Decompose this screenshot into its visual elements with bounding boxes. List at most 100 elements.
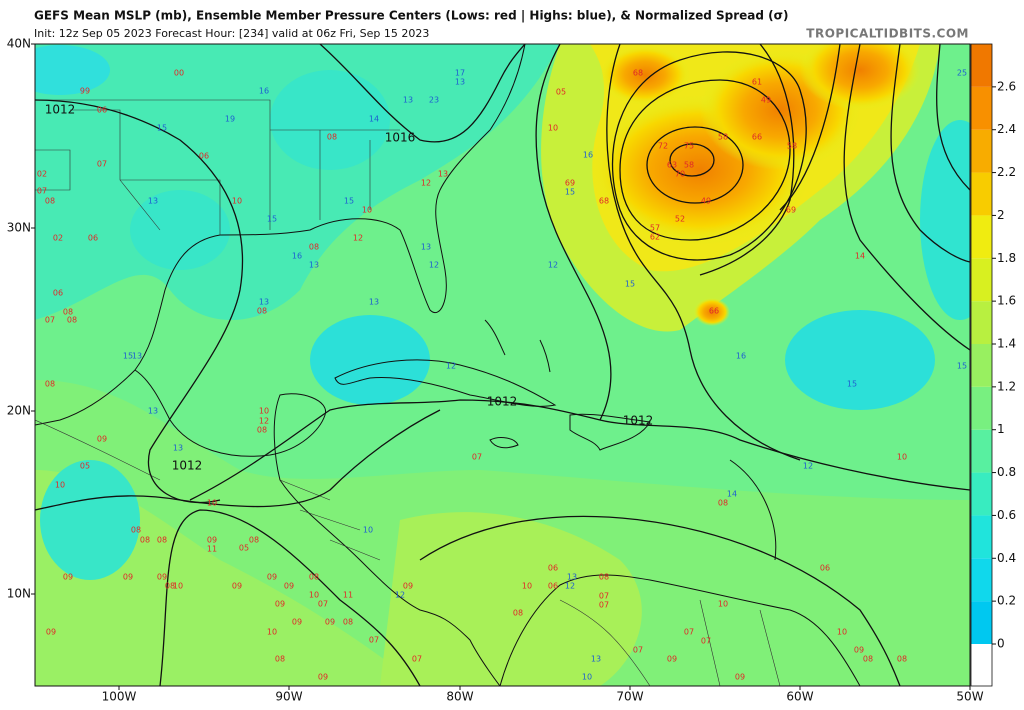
colorbar-tick-label: 2.6 xyxy=(997,79,1016,93)
high-center: 15 xyxy=(123,352,133,361)
colorbar-segment xyxy=(971,429,992,473)
colorbar-tick-label: 1.8 xyxy=(997,251,1016,265)
high-center: 13 xyxy=(403,96,413,105)
high-center: 13 xyxy=(567,573,577,582)
low-center: 05 xyxy=(556,88,566,97)
high-center: 12 xyxy=(548,261,558,270)
low-center: 09 xyxy=(157,573,167,582)
low-center: 10 xyxy=(718,600,728,609)
high-center: 16 xyxy=(292,252,302,261)
colorbar-tick-label: 1.4 xyxy=(997,337,1016,351)
lon-label: 90W xyxy=(275,690,302,704)
high-center: 13 xyxy=(148,197,158,206)
colorbar-below xyxy=(971,644,992,686)
isobar-label: 1012 xyxy=(45,103,76,117)
low-center: 08 xyxy=(897,655,907,664)
low-center: 68 xyxy=(633,69,643,78)
low-center: 08 xyxy=(67,316,77,325)
lon-label: 100W xyxy=(102,690,137,704)
lat-label: 20N xyxy=(7,404,31,418)
colorbar-tick-label: 2.2 xyxy=(997,165,1016,179)
low-center: 69 xyxy=(565,179,575,188)
low-center: 06 xyxy=(548,564,558,573)
low-center: 08 xyxy=(45,380,55,389)
colorbar-tick-label: 0.4 xyxy=(997,551,1016,565)
lat-label: 40N xyxy=(7,37,31,51)
low-center: 08 xyxy=(343,618,353,627)
map-frame xyxy=(34,43,971,687)
high-center: 13 xyxy=(259,298,269,307)
high-center: 19 xyxy=(225,115,235,124)
low-center: 08 xyxy=(275,655,285,664)
low-center: 08 xyxy=(309,573,319,582)
colorbar-tick-label: 2.4 xyxy=(997,122,1016,136)
high-center: 15 xyxy=(957,362,967,371)
low-center: 75 xyxy=(684,142,694,151)
high-center: 10 xyxy=(582,673,592,682)
low-center: 12 xyxy=(259,417,269,426)
low-center: 11 xyxy=(207,545,217,554)
lon-label: 60W xyxy=(786,690,813,704)
high-center: 15 xyxy=(625,280,635,289)
low-center: 09 xyxy=(97,435,107,444)
isobar-label: 1012 xyxy=(623,414,654,428)
low-center: 10 xyxy=(522,582,532,591)
colorbar-tick-label: 0.6 xyxy=(997,508,1016,522)
high-center: 23 xyxy=(429,96,439,105)
low-center: 09 xyxy=(46,628,56,637)
low-center: 66 xyxy=(752,133,762,142)
lat-label: 10N xyxy=(7,587,31,601)
high-center: 15 xyxy=(847,380,857,389)
high-center: 12 xyxy=(803,462,813,471)
high-center: 13 xyxy=(173,444,183,453)
low-center: 00 xyxy=(174,69,184,78)
high-center: 14 xyxy=(727,490,737,499)
low-center: 72 xyxy=(658,142,668,151)
colorbar-segment xyxy=(971,172,992,216)
low-center: 07 xyxy=(684,628,694,637)
low-center: 62 xyxy=(650,233,660,242)
low-center: 07 xyxy=(412,655,422,664)
low-center: 61 xyxy=(752,78,762,87)
low-center: 09 xyxy=(735,673,745,682)
colorbar-tick-label: 0 xyxy=(997,637,1005,651)
low-center: 02 xyxy=(53,234,63,243)
high-center: 12 xyxy=(429,261,439,270)
low-center: 06 xyxy=(820,564,830,573)
low-center: 99 xyxy=(80,87,90,96)
low-center: 09 xyxy=(63,573,73,582)
high-center: 10 xyxy=(363,526,373,535)
high-center: 16 xyxy=(583,151,593,160)
colorbar-tick-label: 1 xyxy=(997,422,1005,436)
low-center: 09 xyxy=(123,573,133,582)
high-center: 15 xyxy=(565,188,575,197)
colorbar-segment xyxy=(971,86,992,130)
low-center: 10 xyxy=(207,499,217,508)
high-center: 15 xyxy=(157,124,167,133)
low-center: 58 xyxy=(787,142,797,151)
low-center: 07 xyxy=(701,637,711,646)
lon-label: 70W xyxy=(616,690,643,704)
low-center: 69 xyxy=(786,206,796,215)
low-center: 10 xyxy=(362,206,372,215)
high-center: 13 xyxy=(148,407,158,416)
low-center: 06 xyxy=(53,289,63,298)
high-center: 13 xyxy=(591,655,601,664)
high-center: 15 xyxy=(344,197,354,206)
low-center: 09 xyxy=(292,618,302,627)
low-center: 10 xyxy=(259,407,269,416)
isobar-label: 1012 xyxy=(487,395,518,409)
colorbar-tick-label: 2 xyxy=(997,208,1005,222)
low-center: 70 xyxy=(675,170,685,179)
isobar-label: 1012 xyxy=(172,459,203,473)
low-center: 07 xyxy=(599,601,609,610)
high-center: 15 xyxy=(267,215,277,224)
high-center: 12 xyxy=(446,362,456,371)
colorbar-tick-label: 0.2 xyxy=(997,594,1016,608)
spread-field xyxy=(35,44,970,686)
low-center: 11 xyxy=(343,591,353,600)
borders xyxy=(35,99,781,686)
low-center: 10 xyxy=(55,481,65,490)
